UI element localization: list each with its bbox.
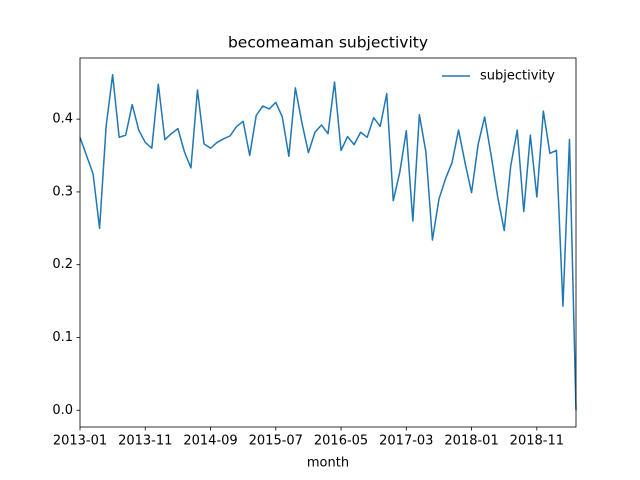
x-tick-label: 2014-09 bbox=[183, 434, 237, 449]
series-line bbox=[79, 73, 577, 411]
x-tick-label: 2016-05 bbox=[314, 434, 368, 449]
y-tick-label: 0.1 bbox=[52, 330, 73, 345]
axes-frame bbox=[79, 57, 577, 428]
legend-label: subjectivity bbox=[480, 69, 555, 84]
x-tick-label: 2018-01 bbox=[444, 434, 498, 449]
x-tick-label: 2013-01 bbox=[53, 434, 107, 449]
x-axis-label: month bbox=[307, 456, 349, 471]
x-tick-label: 2017-03 bbox=[379, 434, 433, 449]
x-tick-label: 2013-11 bbox=[118, 434, 172, 449]
chart-title: becomeaman subjectivity bbox=[228, 34, 428, 52]
y-tick-label: 0.0 bbox=[52, 403, 73, 418]
x-tick-label: 2018-11 bbox=[510, 434, 564, 449]
y-tick-label: 0.4 bbox=[52, 112, 73, 127]
y-tick-label: 0.2 bbox=[52, 257, 73, 272]
y-tick-label: 0.3 bbox=[52, 184, 73, 199]
x-tick-label: 2015-07 bbox=[249, 434, 303, 449]
